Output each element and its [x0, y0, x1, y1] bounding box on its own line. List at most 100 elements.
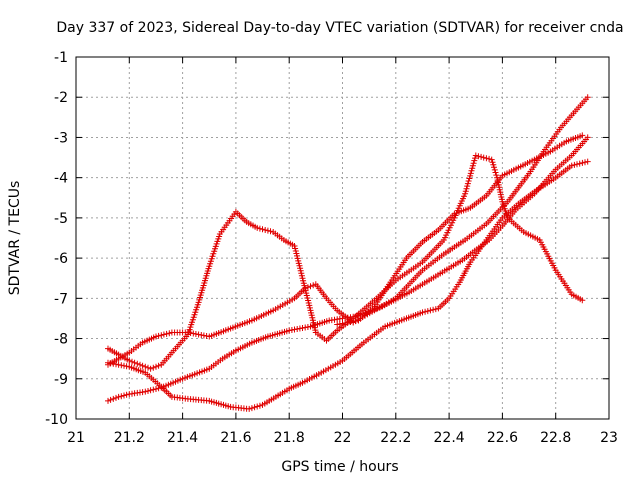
x-tick-label: 21.6 [220, 430, 251, 446]
y-tick-label: -10 [45, 412, 68, 428]
x-tick-label: 22.4 [434, 430, 465, 446]
x-tick-label: 21.4 [167, 430, 198, 446]
data-point [150, 364, 157, 371]
data-point [464, 180, 471, 187]
data-point [147, 365, 154, 372]
series-track-a [105, 134, 591, 404]
y-tick-label: -3 [54, 130, 68, 146]
data-point [310, 282, 317, 289]
data-point [584, 94, 591, 101]
y-tick-label: -4 [54, 171, 68, 187]
data-point [584, 134, 591, 141]
data-point [480, 154, 487, 161]
data-point [121, 392, 127, 399]
y-tick-label: -1 [54, 50, 68, 66]
data-point [432, 306, 439, 313]
y-tick-label: -2 [54, 90, 68, 106]
series-track-c [105, 152, 586, 372]
tick-layer: 21 21.2 21.4 21.6 21.8 22 22.2 22.4 22.6 22.8 23 -1… [45, 50, 618, 446]
data-point [142, 388, 149, 395]
data-point [259, 226, 266, 233]
data-point [153, 386, 159, 392]
data-point [307, 283, 314, 290]
x-tick-label: 23 [600, 430, 618, 446]
data-point [571, 161, 578, 168]
data-point [264, 227, 271, 234]
x-tick-label: 22.8 [540, 430, 571, 446]
data-point [467, 170, 474, 177]
data-point [153, 333, 159, 340]
data-point [256, 225, 263, 232]
data-point [475, 153, 482, 160]
data-point [469, 165, 476, 172]
data-point [579, 132, 586, 139]
data-point [137, 361, 143, 368]
data-point [150, 386, 157, 393]
data-point [145, 364, 151, 371]
data-point [139, 362, 146, 369]
data-point [574, 161, 580, 168]
data-point [579, 297, 586, 304]
data-point [267, 228, 274, 235]
data-point [155, 362, 162, 369]
data-point [302, 285, 309, 292]
data-point [163, 330, 170, 337]
data-point [478, 153, 485, 160]
x-axis-label: GPS time / hours [281, 459, 398, 475]
x-tick-label: 22 [334, 430, 352, 446]
data-point [248, 405, 255, 412]
data-point [166, 330, 173, 337]
data-point [462, 190, 469, 197]
chart-title: Day 337 of 2023, Sidereal Day-to-day VTE… [56, 20, 623, 36]
data-point [483, 155, 490, 162]
data-point [126, 357, 133, 364]
x-tick-label: 22.2 [380, 430, 411, 446]
data-point [493, 172, 500, 179]
series-track-e [334, 132, 586, 328]
data-point [568, 162, 575, 169]
data-point [422, 308, 429, 315]
series-track-d [105, 94, 591, 368]
data-point [579, 159, 586, 166]
data-point [147, 387, 154, 394]
data-point [155, 332, 162, 339]
data-point [492, 169, 499, 176]
data-point [105, 397, 111, 404]
y-tick-label: -5 [54, 211, 68, 227]
data-point [488, 156, 495, 163]
data-point [472, 155, 478, 162]
y-axis-label: SDTVAR / TECUs [7, 181, 23, 296]
data-point [576, 160, 583, 167]
data-point [142, 363, 149, 370]
data-point [158, 332, 165, 339]
data-point [472, 152, 479, 159]
y-tick-label: -6 [54, 251, 68, 267]
data-point [134, 360, 141, 367]
data-point [491, 166, 498, 173]
data-point [486, 155, 493, 162]
x-tick-label: 21 [67, 430, 85, 446]
data-point [466, 175, 473, 182]
y-tick-label: -8 [54, 332, 68, 348]
data-point [419, 309, 426, 316]
data-point [131, 359, 138, 366]
data-point [430, 306, 437, 313]
data-point [115, 393, 122, 400]
data-point [582, 159, 588, 166]
data-point [304, 284, 311, 291]
data-point [424, 308, 431, 315]
data-point [251, 404, 258, 411]
y-tick-label: -9 [54, 372, 68, 388]
data-point [491, 164, 497, 171]
data-point [129, 358, 135, 365]
data-point [110, 395, 117, 402]
grid-layer [76, 57, 609, 419]
data-point [118, 393, 125, 400]
data-point [254, 403, 261, 410]
series-track-b [105, 158, 591, 412]
data-point [160, 331, 167, 338]
x-tick-label: 21.8 [274, 430, 305, 446]
data-point [145, 388, 151, 394]
